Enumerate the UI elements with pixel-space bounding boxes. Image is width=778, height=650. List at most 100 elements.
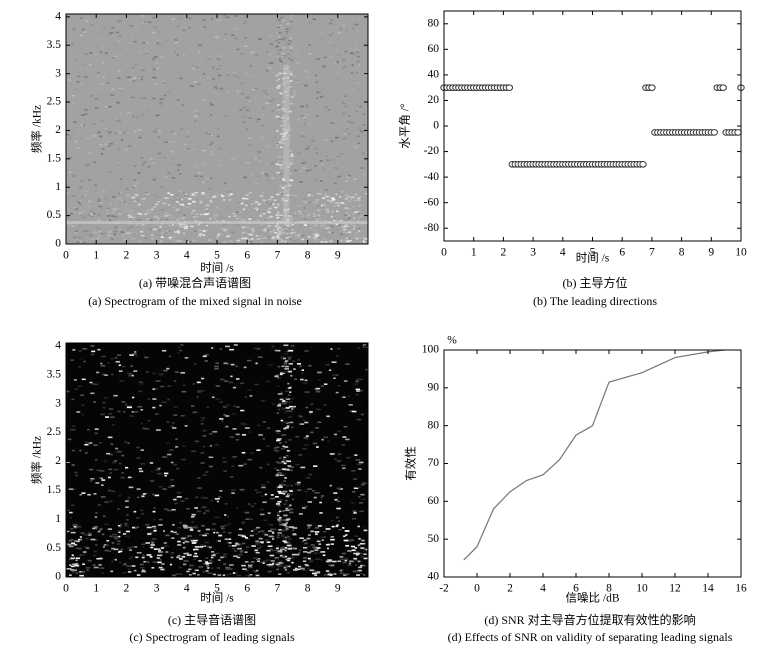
spectrogram-texture [259, 212, 263, 215]
spectrogram-texture [279, 184, 282, 187]
spectrogram-texture [283, 421, 288, 423]
spectrogram-texture [225, 16, 230, 19]
spectrogram-texture [67, 543, 72, 546]
spectrogram-texture [95, 119, 99, 121]
spectrogram-texture [138, 203, 141, 206]
spectrogram-texture [261, 30, 265, 33]
y-tick-label: -60 [424, 196, 440, 208]
spectrogram-texture [126, 514, 129, 516]
spectrogram-texture [66, 129, 70, 131]
spectrogram-texture [239, 382, 245, 385]
spectrogram-texture [339, 27, 342, 30]
spectrogram-texture [229, 234, 232, 236]
spectrogram-texture [282, 137, 287, 139]
spectrogram-texture [117, 197, 122, 200]
spectrogram-texture [122, 131, 126, 134]
spectrogram-texture [178, 521, 183, 524]
spectrogram-texture [86, 547, 90, 550]
spectrogram-texture [106, 544, 110, 547]
spectrogram-texture [83, 210, 87, 212]
spectrogram-texture [69, 517, 72, 519]
spectrogram-texture [183, 526, 187, 528]
spectrogram-texture [81, 48, 84, 50]
spectrogram-texture [299, 423, 305, 425]
spectrogram-texture [152, 398, 157, 400]
spectrogram-texture [176, 54, 179, 56]
spectrogram-texture [165, 456, 169, 459]
spectrogram-texture [71, 195, 76, 197]
spectrogram-texture [127, 442, 130, 444]
spectrogram-texture [327, 109, 330, 111]
spectrogram-texture [277, 132, 280, 135]
spectrogram-texture [149, 462, 154, 464]
spectrogram-texture [170, 479, 174, 481]
spectrogram-texture [215, 207, 218, 210]
spectrogram-texture [219, 233, 224, 236]
spectrogram-texture [186, 507, 190, 510]
x-tick-label: 8 [305, 583, 311, 595]
spectrogram-texture [142, 87, 147, 90]
spectrogram-texture [310, 431, 314, 434]
spectrogram-texture [123, 411, 126, 413]
spectrogram-texture [325, 528, 331, 530]
spectrogram-texture [143, 21, 147, 23]
spectrogram-texture [286, 544, 292, 547]
spectrogram-texture [308, 53, 312, 55]
spectrogram-texture [232, 386, 237, 389]
spectrogram-texture [124, 213, 128, 216]
spectrogram-texture [125, 188, 129, 190]
spectrogram-texture [286, 94, 290, 97]
spectrogram-texture [164, 474, 167, 477]
spectrogram-texture [296, 553, 300, 556]
spectrogram-texture [218, 55, 222, 57]
spectrogram-texture [222, 461, 227, 463]
spectrogram-texture [266, 481, 270, 483]
spectrogram-texture [205, 570, 209, 572]
spectrogram-texture [252, 230, 255, 233]
spectrogram-texture [358, 468, 362, 470]
spectrogram-texture [208, 133, 212, 136]
spectrogram-texture [345, 438, 350, 441]
spectrogram-texture [97, 231, 102, 233]
spectrogram-texture [320, 558, 323, 561]
spectrogram-texture [70, 539, 74, 541]
spectrogram-texture [326, 35, 331, 38]
spectrogram-texture [302, 546, 308, 549]
spectrogram-texture [353, 512, 357, 514]
spectrogram-texture [351, 517, 357, 520]
spectrogram-texture [250, 51, 254, 54]
spectrogram-texture [280, 133, 285, 136]
spectrogram-texture [113, 468, 119, 471]
spectrogram-texture [278, 550, 282, 552]
spectrogram-texture [136, 446, 140, 449]
spectrogram-texture [205, 208, 209, 210]
spectrogram-texture [280, 534, 285, 537]
spectrogram-texture [136, 457, 141, 459]
spectrogram-texture [261, 542, 264, 544]
spectrogram-texture [228, 538, 232, 540]
spectrogram-texture [355, 74, 359, 77]
spectrogram-texture [272, 203, 276, 205]
spectrogram-texture [257, 203, 260, 206]
spectrogram-texture [152, 176, 157, 179]
spectrogram-texture [115, 120, 119, 122]
spectrogram-texture [141, 569, 145, 572]
spectrogram-texture [290, 14, 293, 17]
spectrogram-texture [284, 215, 288, 217]
spectrogram-texture [347, 120, 351, 123]
spectrogram-texture [267, 96, 270, 99]
spectrogram-texture [83, 533, 89, 536]
spectrogram-texture [117, 530, 122, 532]
spectrogram-texture [137, 74, 141, 77]
spectrogram-texture [179, 111, 184, 113]
spectrogram-texture [190, 540, 195, 542]
spectrogram-texture [171, 177, 176, 179]
spectrogram-texture [281, 458, 287, 461]
spectrogram-texture [183, 214, 186, 216]
spectrogram-texture [268, 523, 274, 526]
spectrogram-texture [108, 413, 113, 415]
spectrogram-texture [80, 137, 83, 140]
spectrogram-texture [82, 551, 87, 553]
spectrogram-texture [227, 47, 231, 50]
spectrogram-texture [261, 486, 266, 489]
